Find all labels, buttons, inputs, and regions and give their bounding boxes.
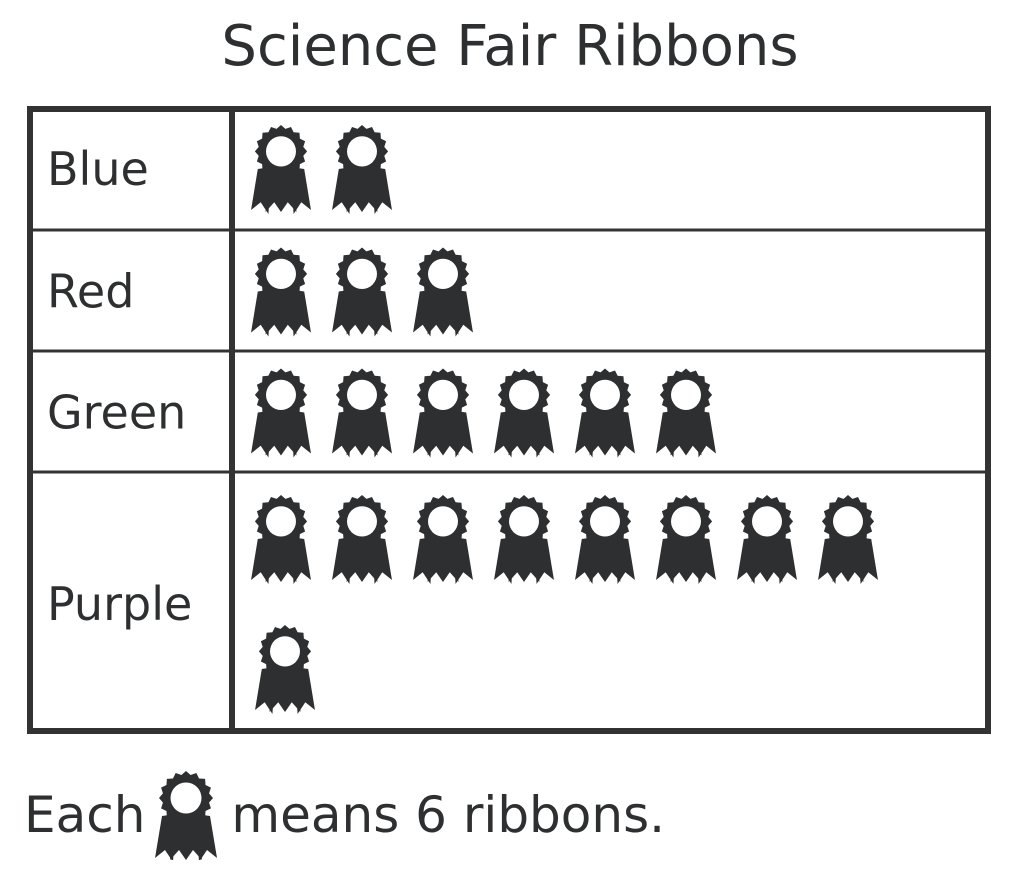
category-label-blue: Blue [47, 142, 149, 196]
ribbon-award-icon [575, 494, 635, 584]
key-suffix: means 6 ribbons. [231, 786, 666, 844]
pictograph-table: Blue Red Green Purple [27, 106, 991, 734]
ribbon-award-icon [332, 494, 392, 584]
chart-title: Science Fair Ribbons [221, 14, 799, 79]
category-label-green: Green [47, 386, 186, 440]
ribbon-award-icon [151, 770, 221, 860]
ribbon-award-icon [818, 494, 878, 584]
pictograph-key: Each means 6 ribbons. [24, 770, 665, 860]
ribbon-award-icon [413, 247, 473, 337]
table-border [27, 106, 991, 734]
ribbon-award-icon [251, 247, 311, 337]
key-prefix: Each [24, 786, 146, 844]
ribbon-award-icon [737, 494, 797, 584]
ribbon-award-icon [332, 124, 392, 214]
ribbon-award-icon [494, 494, 554, 584]
ribbon-award-icon [656, 368, 716, 458]
ribbon-award-icon [332, 368, 392, 458]
ribbon-award-icon [332, 247, 392, 337]
category-label-red: Red [47, 265, 134, 319]
ribbon-award-icon [251, 368, 311, 458]
ribbon-award-icon [656, 494, 716, 584]
ribbon-award-icon [413, 368, 473, 458]
category-label-purple: Purple [47, 577, 192, 631]
ribbon-award-icon [494, 368, 554, 458]
ribbon-award-icon [575, 368, 635, 458]
ribbon-award-icon [413, 494, 473, 584]
ribbon-award-icon [255, 624, 315, 714]
ribbon-award-icon [251, 124, 311, 214]
ribbon-award-icon [251, 494, 311, 584]
